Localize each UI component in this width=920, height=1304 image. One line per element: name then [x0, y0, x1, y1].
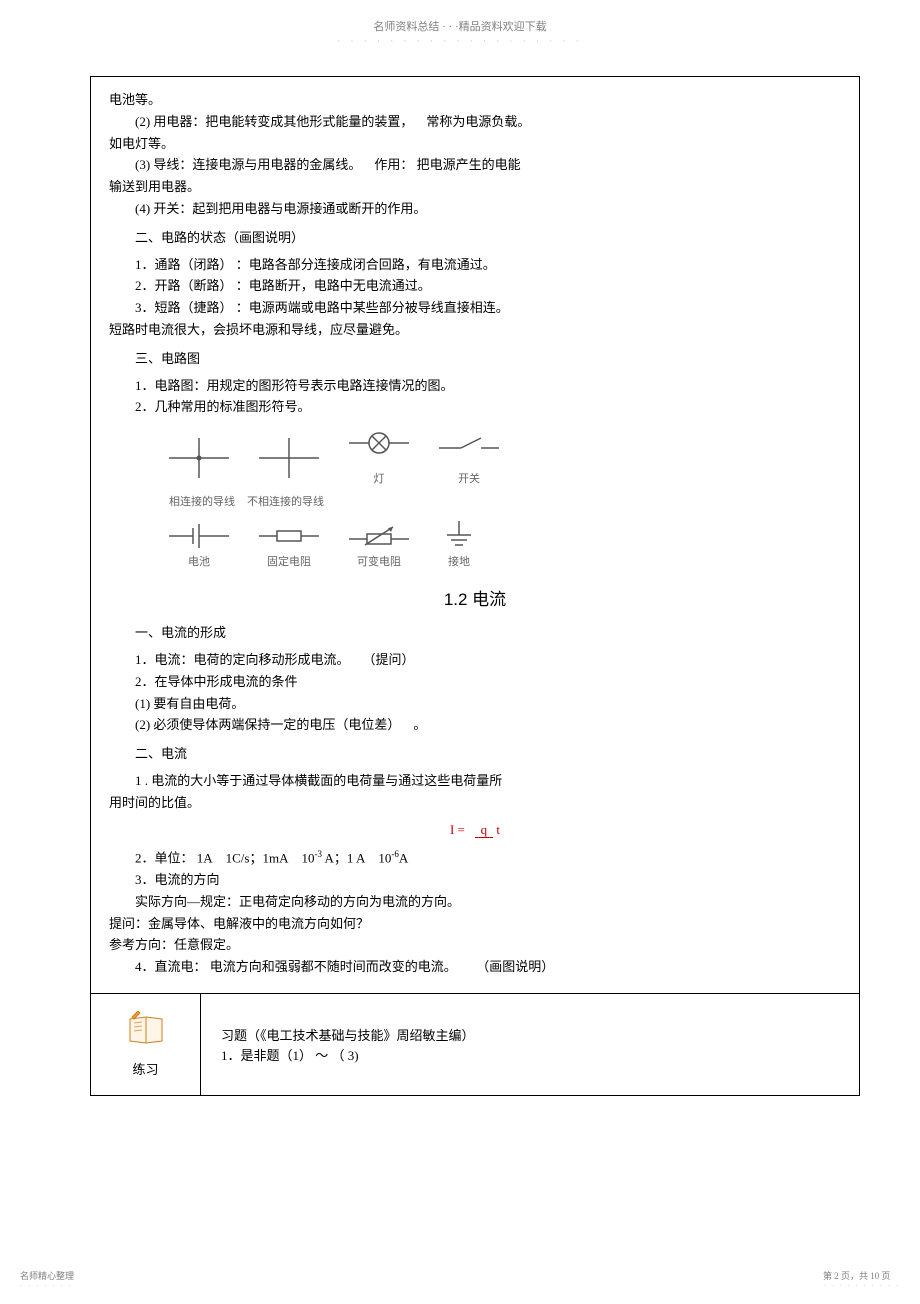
- symbol-ground: 接地: [439, 521, 479, 572]
- text-line: 4．直流电： 电流方向和强弱都不随时间而改变的电流。 （画图说明）: [109, 957, 841, 978]
- text-line: 3．短路（捷路） ：电源两端或电路中某些部分被导线直接相连。: [109, 298, 841, 319]
- text-line: 参考方向：任意假定。: [109, 935, 841, 956]
- text-line: 2．几种常用的标准图形符号。: [109, 397, 841, 418]
- formula-current: I = q t: [109, 820, 841, 841]
- symbol-lamp: 灯: [349, 428, 409, 489]
- footer-right: 第 2 页，共 10 页 · · · · · · · · · ·: [823, 1269, 900, 1290]
- exercise-row: 练习 习题（《电工技术基础与技能》周绍敏主编） 1．是非题（1） ～ （ 3): [91, 994, 859, 1095]
- text-line: 3．电流的方向: [109, 870, 841, 891]
- heading-3: 三、电路图: [135, 349, 841, 370]
- text-line: 1．电流：电荷的定向移动形成电流。 （提问）: [109, 650, 841, 671]
- circuit-symbols-diagram: 灯 开关 相连接的导线 不相连接的导线 电池 固定电阻: [169, 428, 569, 572]
- text-line: (2) 用电器：把电能转变成其他形式能量的装置， 常称为电源负载。: [109, 112, 841, 133]
- label-connected: 相连接的导线: [169, 494, 235, 512]
- symbol-unconnected-wire: [259, 438, 319, 478]
- symbol-connected-wire: [169, 438, 229, 478]
- text-line: 1 . 电流的大小等于通过导体横截面的电荷量与通过这些电荷量所: [109, 771, 841, 792]
- exercise-label: 练习: [132, 1059, 158, 1078]
- text-line: (4) 开关：起到把用电器与电源接通或断开的作用。: [109, 199, 841, 220]
- text-line: 2．在导体中形成电流的条件: [109, 672, 841, 693]
- heading-current: 二、电流: [135, 744, 841, 765]
- book-icon: [126, 1011, 166, 1047]
- symbol-battery: 电池: [169, 521, 229, 572]
- text-line: 提问：金属导体、电解液中的电流方向如何？: [109, 914, 841, 935]
- text-line: 1．电路图：用规定的图形符号表示电路连接情况的图。: [109, 376, 841, 397]
- heading-2: 二、电路的状态（画图说明）: [135, 228, 841, 249]
- heading-current-formation: 一、电流的形成: [135, 623, 841, 644]
- text-line: (3) 导线：连接电源与用电器的金属线。 作用： 把电源产生的电能: [109, 155, 841, 176]
- label-unconnected: 不相连接的导线: [247, 494, 324, 512]
- main-table: 电池等。 (2) 用电器：把电能转变成其他形式能量的装置， 常称为电源负载。 如…: [90, 76, 860, 1096]
- header-dots: · · · · · · · · · · · · · · · · · · ·: [0, 36, 920, 46]
- exercise-content: 习题（《电工技术基础与技能》周绍敏主编） 1．是非题（1） ～ （ 3): [201, 994, 859, 1095]
- text-line: (1) 要有自由电荷。: [109, 694, 841, 715]
- text-line: 1．通路（闭路） ：电路各部分连接成闭合回路，有电流通过。: [109, 255, 841, 276]
- text-line: (2) 必须使导体两端保持一定的电压（电位差） 。: [109, 715, 841, 736]
- symbol-variable-resistor: 可变电阻: [349, 521, 409, 572]
- header-title: 名师资料总结 · · ·精品资料欢迎下载: [0, 18, 920, 34]
- symbol-switch: 开关: [439, 428, 499, 489]
- footer-left: 名师精心整理 · · · · · · ·: [20, 1269, 74, 1290]
- exercise-line: 1．是非题（1） ～ （ 3): [221, 1045, 839, 1064]
- content-body: 电池等。 (2) 用电器：把电能转变成其他形式能量的装置， 常称为电源负载。 如…: [91, 77, 859, 994]
- text-line: 用时间的比值。: [109, 793, 841, 814]
- symbol-resistor: 固定电阻: [259, 521, 319, 572]
- text-line: 电池等。: [109, 90, 841, 111]
- exercise-label-cell: 练习: [91, 994, 201, 1095]
- section-1-2-title: 1.2 电流: [109, 586, 841, 613]
- unit-line: 2．单位： 1A 1C/s；1mA 10-3 A；1 A 10-6A: [109, 847, 841, 869]
- exercise-line: 习题（《电工技术基础与技能》周绍敏主编）: [221, 1025, 839, 1044]
- text-line: 2．开路（断路） ：电路断开，电路中无电流通过。: [109, 276, 841, 297]
- text-line: 实际方向—规定：正电荷定向移动的方向为电流的方向。: [109, 892, 841, 913]
- text-line: 如电灯等。: [109, 134, 841, 155]
- page-header: 名师资料总结 · · ·精品资料欢迎下载 · · · · · · · · · ·…: [0, 0, 920, 46]
- text-line: 输送到用电器。: [109, 177, 841, 198]
- text-line: 短路时电流很大，会损坏电源和导线，应尽量避免。: [109, 320, 841, 341]
